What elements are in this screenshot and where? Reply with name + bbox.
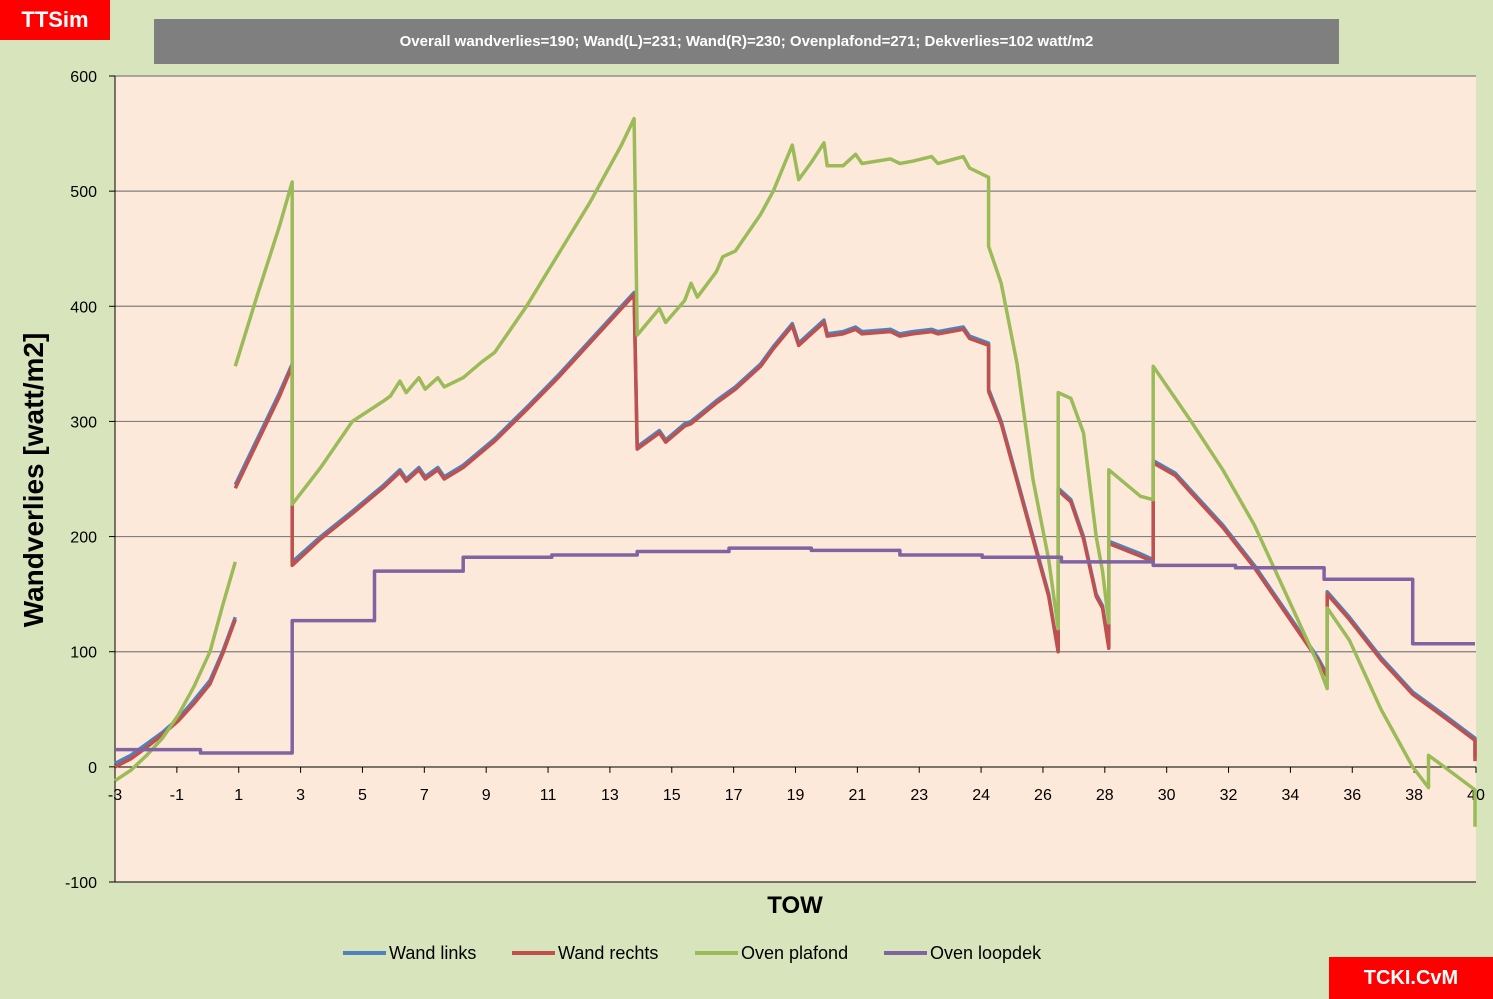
legend-label-oven-plafond: Oven plafond — [741, 943, 848, 963]
series-line-oven-plafond — [114, 561, 237, 783]
x-tick-label: 28 — [1096, 787, 1114, 804]
x-tick-label: 21 — [848, 787, 866, 804]
y-tick-label: 500 — [70, 184, 97, 201]
legend: Wand links Wand rechts Oven plafond Oven lo… — [343, 943, 1042, 963]
y-axis-ticks: -100 0 100 200 300 400 500 600 — [65, 69, 115, 892]
y-tick-label: 0 — [88, 760, 97, 777]
y-tick-label: 600 — [70, 69, 97, 86]
legend-label-wand-links: Wand links — [389, 943, 476, 963]
x-tick-label: 23 — [910, 787, 928, 804]
series-lines — [114, 116, 1477, 827]
chart-title: Overall wandverlies=190; Wand(L)=231; Wa… — [154, 19, 1339, 64]
y-axis-title: Wandverlies [watt/m2] — [18, 333, 49, 628]
x-tick-label: 34 — [1282, 787, 1300, 804]
x-tick-label: 24 — [972, 787, 990, 804]
x-axis-ticks: -3 -1 1 3 5 7 9 11 13 15 17 19 21 23 24 26 28 30 32 34 36 38 4… — [108, 766, 1485, 804]
y-tick-label: -100 — [65, 875, 97, 892]
x-tick-label: 13 — [601, 787, 619, 804]
series-line-oven-plafond — [233, 116, 1477, 827]
x-tick-label: 3 — [296, 787, 305, 804]
series-line-wand-rechts — [114, 618, 237, 769]
legend-label-wand-rechts: Wand rechts — [558, 943, 658, 963]
series-line-wand-rechts — [233, 293, 1477, 762]
gridlines — [115, 75, 1476, 653]
legend-label-oven-loopdek: Oven loopdek — [930, 943, 1042, 963]
app-badge: TTSim — [0, 0, 110, 40]
x-tick-label: 11 — [540, 787, 557, 804]
x-tick-label: 9 — [482, 787, 491, 804]
x-tick-label: 26 — [1034, 787, 1052, 804]
x-tick-label: 19 — [787, 787, 805, 804]
plot-area — [115, 76, 1476, 882]
x-tick-label: 32 — [1220, 787, 1238, 804]
x-tick-label: 5 — [358, 787, 367, 804]
x-tick-label: 17 — [725, 787, 743, 804]
y-tick-label: 100 — [70, 645, 97, 662]
x-tick-label: 30 — [1158, 787, 1176, 804]
y-tick-label: 300 — [70, 414, 97, 431]
x-tick-label: 15 — [663, 787, 681, 804]
x-tick-label: 38 — [1405, 787, 1423, 804]
x-tick-label: 7 — [420, 787, 429, 804]
footer-badge: TCKI.CvM — [1329, 957, 1493, 999]
y-tick-label: 400 — [70, 299, 97, 316]
x-tick-label: 1 — [234, 787, 243, 804]
x-tick-label: 36 — [1343, 787, 1361, 804]
x-tick-label: -1 — [170, 787, 184, 804]
x-axis-title: TOW — [767, 892, 823, 919]
series-line-oven-loopdek — [115, 546, 1475, 755]
y-tick-label: 200 — [70, 530, 97, 547]
